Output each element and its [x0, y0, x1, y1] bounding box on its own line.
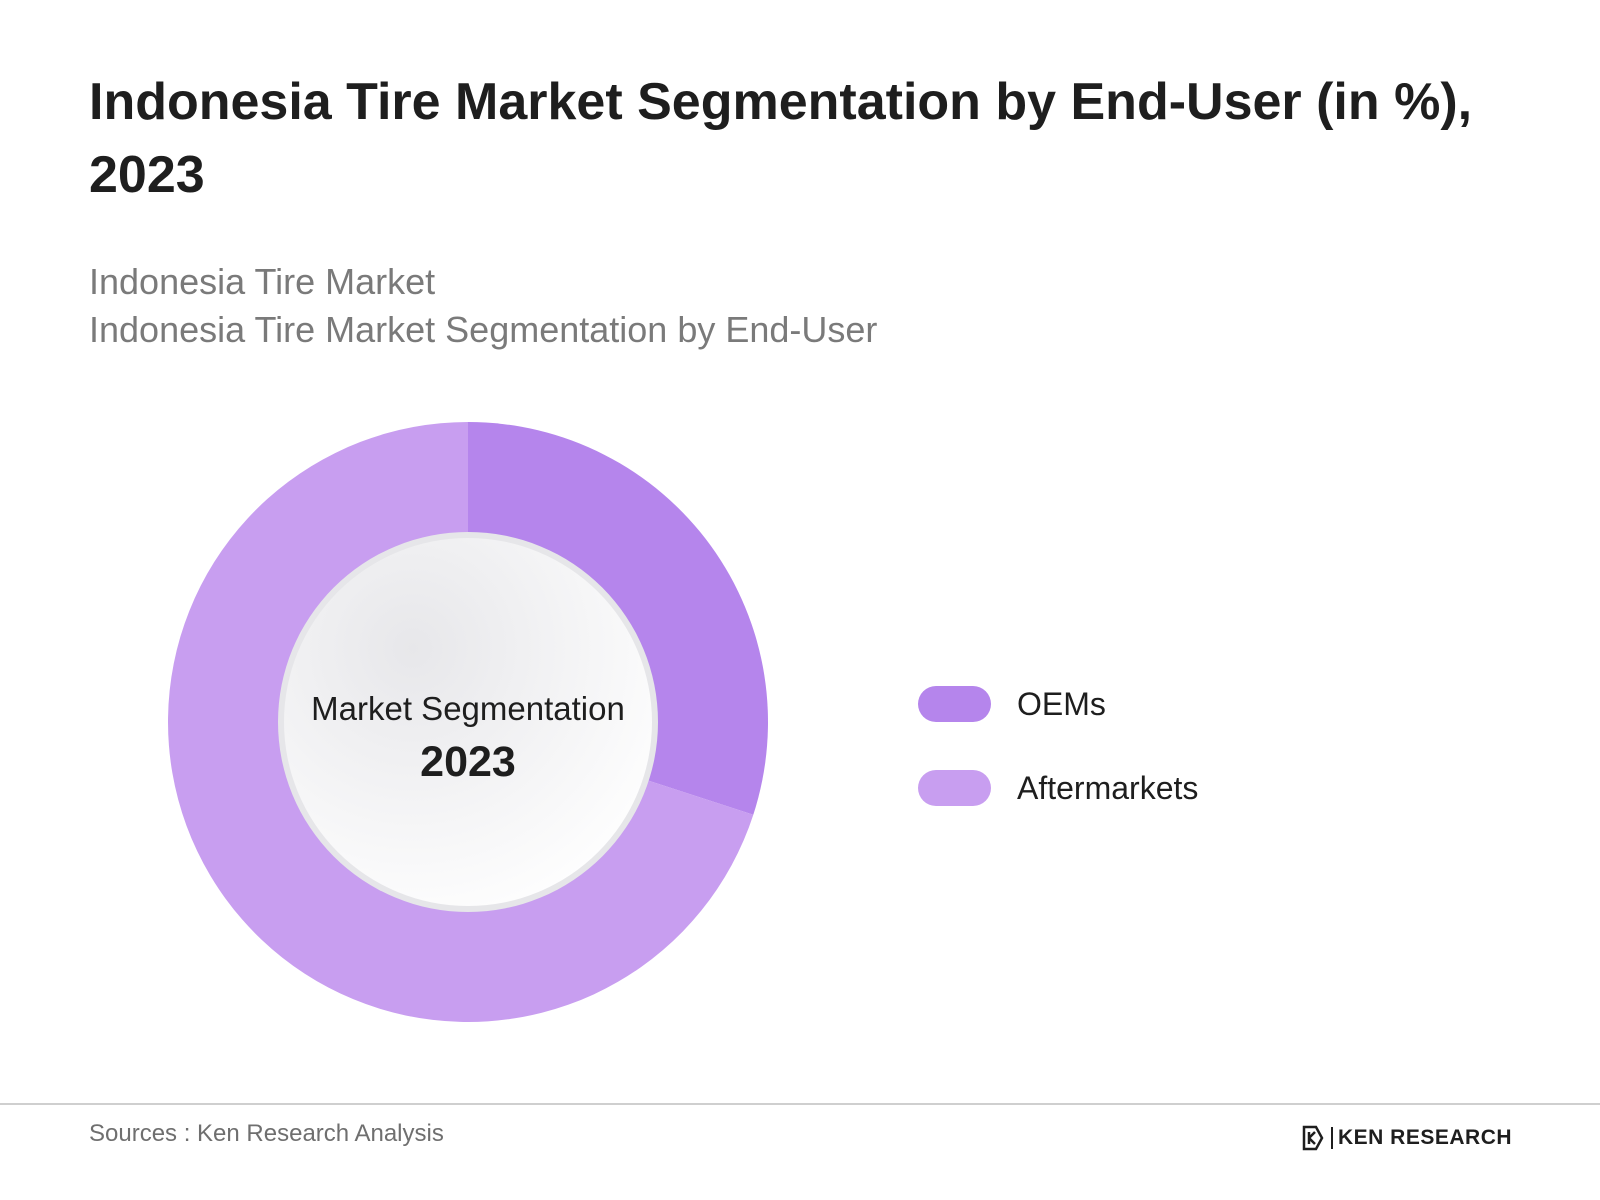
legend-item-aftermarkets: Aftermarkets — [918, 770, 1198, 806]
legend-label-aftermarkets: Aftermarkets — [1017, 769, 1199, 806]
subtitle-line-2: Indonesia Tire Market Segmentation by En… — [89, 309, 878, 350]
ken-research-logo-text: KEN RESEARCH — [1338, 1126, 1513, 1149]
donut-center-label: Market Segmentation — [311, 690, 625, 727]
donut-center-year: 2023 — [420, 738, 516, 786]
chart-title: Indonesia Tire Market Segmentation by En… — [89, 73, 1473, 204]
footer-divider — [0, 1103, 1600, 1105]
donut-hole — [284, 538, 652, 906]
legend-item-oems: OEMs — [918, 686, 1198, 722]
ken-research-logo-icon — [1302, 1125, 1324, 1151]
legend-swatch-aftermarkets — [918, 770, 991, 806]
legend-label-oems: OEMs — [1017, 685, 1106, 722]
legend: OEMs Aftermarkets — [918, 686, 1198, 854]
subtitle-line-1: Indonesia Tire Market — [89, 261, 436, 302]
legend-swatch-oems — [918, 686, 991, 722]
chart-subtitle: Indonesia Tire Market Indonesia Tire Mar… — [89, 258, 877, 354]
source-note: Sources : Ken Research Analysis — [89, 1120, 444, 1147]
ken-research-logo: KEN RESEARCH — [1300, 1125, 1512, 1151]
